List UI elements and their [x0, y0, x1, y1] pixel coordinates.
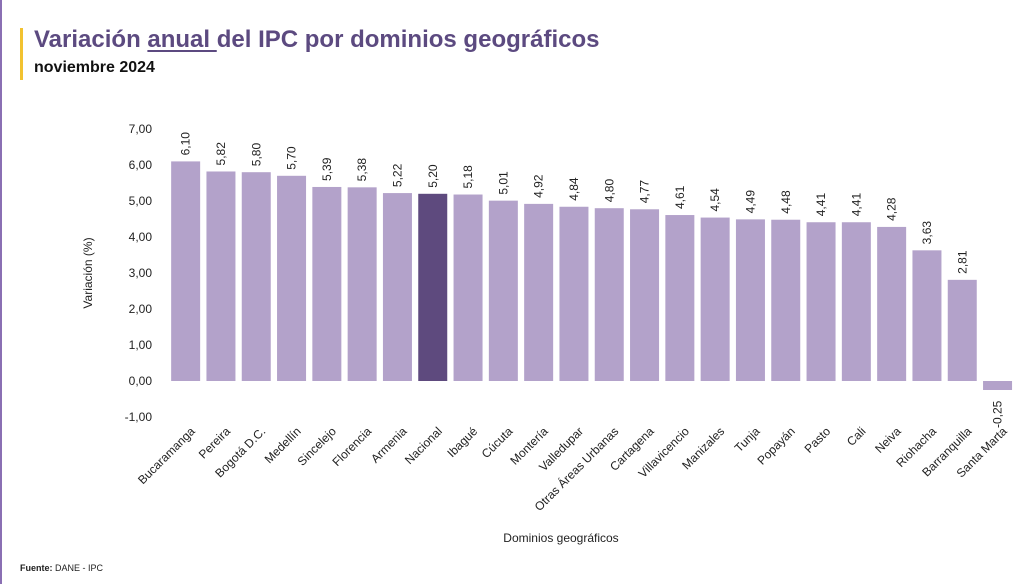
y-tick-label: -1,00	[125, 410, 153, 424]
x-tick-label: Pasto	[802, 424, 834, 456]
bar	[771, 219, 801, 381]
bar	[206, 171, 236, 381]
data-label: 4,92	[532, 174, 546, 198]
data-label: 5,18	[461, 165, 475, 189]
x-tick-label: Nacional	[402, 424, 445, 467]
y-tick-label: 3,00	[129, 266, 153, 280]
bar	[841, 222, 871, 381]
bar	[877, 226, 907, 381]
data-label: 4,41	[814, 193, 828, 217]
data-label: 5,20	[426, 164, 440, 188]
x-tick-label: Tunja	[732, 424, 763, 455]
title-accent-bar	[20, 28, 23, 80]
data-label: 4,77	[638, 180, 652, 204]
x-tick-label: Popayán	[754, 424, 797, 467]
data-label: 4,48	[779, 190, 793, 214]
data-label: -0,25	[991, 400, 1005, 428]
bar	[559, 206, 589, 381]
source-value: DANE - IPC	[52, 563, 104, 573]
data-label: 5,39	[320, 157, 334, 181]
y-tick-label: 7,00	[129, 122, 153, 136]
chart-title: Variación anual del IPC por dominios geo…	[34, 26, 599, 54]
y-tick-label: 2,00	[129, 302, 153, 316]
bar	[241, 172, 271, 381]
data-label: 2,81	[955, 250, 969, 274]
title-text-part2: del IPC por dominios geográficos	[216, 26, 600, 53]
bar	[983, 381, 1013, 390]
bar	[488, 200, 518, 381]
bar	[418, 193, 448, 381]
bar	[347, 187, 377, 381]
bar	[277, 175, 307, 381]
data-label: 5,80	[249, 143, 263, 167]
data-label: 4,49	[743, 190, 757, 214]
bar	[382, 193, 412, 381]
bar	[630, 209, 660, 381]
x-tick-label: Neiva	[872, 424, 904, 456]
chart-subtitle: noviembre 2024	[34, 59, 155, 76]
y-tick-label: 6,00	[129, 158, 153, 172]
y-tick-label: 1,00	[129, 338, 153, 352]
data-label: 4,84	[567, 177, 581, 201]
bar	[453, 194, 483, 381]
bar	[700, 217, 730, 381]
bar	[806, 222, 836, 381]
x-tick-label: Cali	[844, 424, 869, 449]
data-label: 5,70	[285, 146, 299, 170]
y-axis-label: Variación (%)	[81, 237, 95, 308]
bar	[912, 250, 942, 381]
data-label: 5,38	[355, 158, 369, 182]
data-label: 4,80	[602, 179, 616, 203]
bar	[735, 219, 765, 381]
source-label: Fuente:	[20, 563, 53, 573]
data-label: 5,82	[214, 142, 228, 166]
data-label: 4,41	[849, 193, 863, 217]
data-label: 5,01	[496, 171, 510, 195]
x-tick-label: Bucaramanga	[135, 424, 198, 487]
data-label: 4,61	[673, 185, 687, 209]
y-tick-label: 4,00	[129, 230, 153, 244]
x-tick-label: Florencia	[329, 424, 374, 469]
bar	[947, 279, 977, 381]
data-label: 4,28	[885, 197, 899, 221]
bar	[171, 161, 201, 381]
title-text-underlined: anual	[147, 26, 217, 53]
title-text-part1: Variación	[34, 26, 148, 53]
x-axis-label: Dominios geográficos	[503, 531, 618, 545]
bar	[312, 186, 342, 381]
page-side-rule	[0, 0, 2, 584]
bar	[524, 203, 554, 381]
y-tick-label: 5,00	[129, 194, 153, 208]
data-label: 6,10	[179, 132, 193, 156]
data-label: 4,54	[708, 188, 722, 212]
data-label: 3,63	[920, 221, 934, 245]
data-label: 5,22	[390, 163, 404, 187]
bar	[594, 208, 624, 381]
source-note: Fuente: DANE - IPC	[20, 563, 103, 573]
x-tick-label: Ibagué	[444, 424, 480, 460]
y-tick-label: 0,00	[129, 374, 153, 388]
bar	[665, 215, 695, 381]
